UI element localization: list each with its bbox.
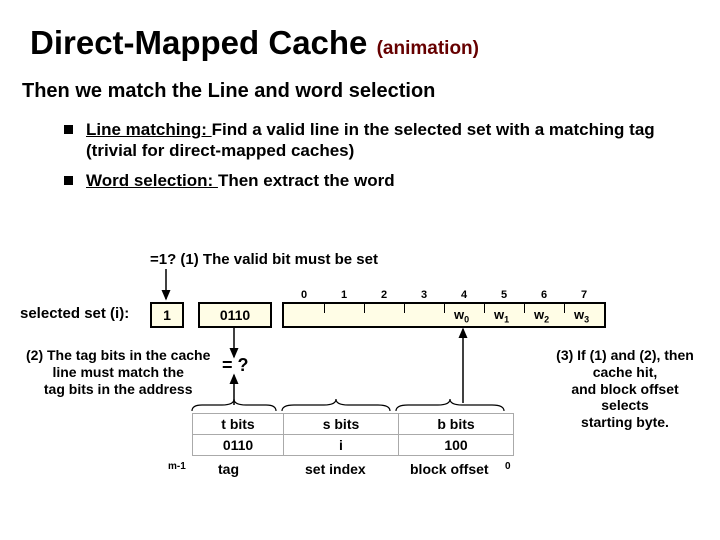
addr-setindex-label: set index (305, 461, 366, 478)
bullet-item: Word selection: Then extract the word (64, 170, 690, 191)
addr-tval: 0110 (193, 435, 284, 456)
subheading: Then we match the Line and word selectio… (22, 80, 690, 103)
addr-bbits: b bits (399, 414, 514, 435)
m-1-label: m-1 (168, 461, 186, 472)
bullet-rest: Then extract the word (218, 171, 395, 190)
eq-question: = ? (222, 355, 249, 376)
zero-label: 0 (505, 461, 511, 472)
valid-bit-box: 1 (150, 302, 184, 328)
tag-match-note: (2) The tag bits in the cache line must … (26, 347, 210, 397)
byte-index: 2 (364, 289, 404, 301)
data-block: 0 1 2 3 4 5 6 7 w0 w1 w2 w3 (282, 302, 606, 328)
word-label: w1 (494, 307, 509, 325)
bullet-item: Line matching: Find a valid line in the … (64, 119, 690, 162)
byte-index: 4 (444, 289, 484, 301)
valid-bit-note: =1? (1) The valid bit must be set (150, 251, 378, 268)
byte-index: 0 (284, 289, 324, 301)
word-label: w2 (534, 307, 549, 325)
addr-tbits: t bits (193, 414, 284, 435)
byte-index: 6 (524, 289, 564, 301)
tag-box: 0110 (198, 302, 272, 328)
byte-index: 3 (404, 289, 444, 301)
title-main: Direct-Mapped Cache (30, 24, 367, 61)
bullet-lead: Line matching: (86, 120, 212, 139)
byte-index: 7 (564, 289, 604, 301)
word-label: w0 (454, 307, 469, 325)
address-table: t bits s bits b bits 0110 i 100 (192, 413, 514, 456)
cache-diagram: =1? (1) The valid bit must be set select… (0, 247, 720, 540)
addr-bval: 100 (399, 435, 514, 456)
title-anim: (animation) (377, 38, 479, 59)
bullet-lead: Word selection: (86, 171, 218, 190)
bullet-list: Line matching: Find a valid line in the … (64, 119, 690, 191)
byte-index: 1 (324, 289, 364, 301)
selected-set-label: selected set (i): (20, 305, 129, 322)
addr-sval: i (284, 435, 399, 456)
page-title: Direct-Mapped Cache (animation) (30, 24, 690, 62)
byte-index: 5 (484, 289, 524, 301)
addr-tag-label: tag (218, 461, 239, 478)
addr-blockoffset-label: block offset (410, 461, 489, 478)
word-label: w3 (574, 307, 589, 325)
cache-hit-note: (3) If (1) and (2), then cache hit, and … (540, 347, 710, 431)
addr-sbits: s bits (284, 414, 399, 435)
